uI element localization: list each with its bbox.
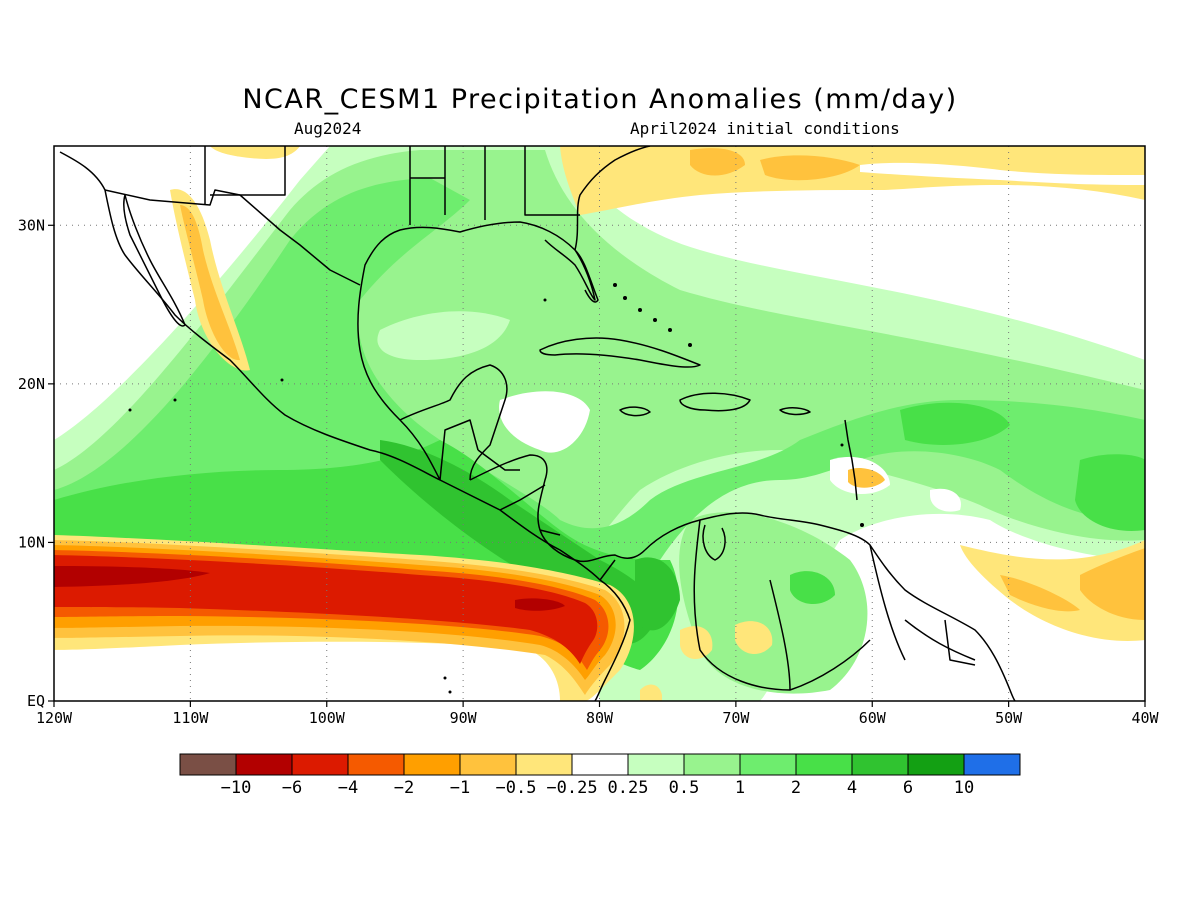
y-tick-label: 10N <box>18 533 45 551</box>
colorbar-swatch <box>235 753 293 776</box>
y-tick-label: 20N <box>18 375 45 393</box>
colorbar-label: −10 <box>221 778 252 798</box>
colorbar-label: −2 <box>394 778 414 798</box>
colorbar-swatch <box>963 753 1021 776</box>
islands <box>128 283 864 694</box>
x-tick-label: 70W <box>722 709 750 727</box>
y-tick-label: 30N <box>18 216 45 234</box>
colorbar-label: −1 <box>450 778 470 798</box>
colorbar-swatch <box>291 753 349 776</box>
x-tick-label: 40W <box>1131 709 1159 727</box>
colorbar-label: 4 <box>847 778 857 798</box>
initial-conditions: April2024 initial conditions <box>630 119 900 138</box>
forecast-month: Aug2024 <box>294 119 362 138</box>
colorbar-swatch <box>403 753 461 776</box>
colorbar-label: −0.25 <box>546 778 597 798</box>
x-tick-label: 60W <box>859 709 887 727</box>
x-tick-label: 80W <box>586 709 614 727</box>
colorbar-swatch <box>795 753 853 776</box>
x-tick-label: 120W <box>36 709 73 727</box>
x-tick-label: 110W <box>172 709 209 727</box>
x-tick-label: 50W <box>995 709 1023 727</box>
colorbar-swatch <box>347 753 405 776</box>
colorbar-swatch <box>683 753 741 776</box>
graticule <box>54 146 1145 701</box>
colorbar-label: −4 <box>338 778 358 798</box>
colorbar-swatch <box>907 753 965 776</box>
coastlines <box>59 146 1016 701</box>
anomaly-fields <box>54 146 1145 701</box>
colorbar-swatch <box>571 753 629 776</box>
colorbar-label: 2 <box>791 778 801 798</box>
colorbar-label: 6 <box>903 778 913 798</box>
colorbar-swatch <box>515 753 573 776</box>
map-title: NCAR_CESM1 Precipitation Anomalies (mm/d… <box>242 84 958 115</box>
colorbar: −10 −6 −4 −2 −1 −0.5 −0.25 0.25 0.5 1 2 4 6 10 <box>179 753 1021 798</box>
y-tick-label: EQ <box>27 692 45 710</box>
colorbar-swatch <box>739 753 797 776</box>
colorbar-label: 1 <box>735 778 745 798</box>
anomaly-red-core <box>54 555 598 664</box>
colorbar-swatch <box>851 753 909 776</box>
colorbar-swatch <box>627 753 685 776</box>
colorbar-label: 0.25 <box>608 778 649 798</box>
colorbar-swatch <box>179 753 237 776</box>
colorbar-label: −6 <box>282 778 302 798</box>
colorbar-label: 0.5 <box>669 778 700 798</box>
x-tick-label: 90W <box>450 709 478 727</box>
colorbar-label: −0.5 <box>496 778 537 798</box>
map-axes: 120W 110W 100W 90W 80W 70W 60W 50W 40W EQ 10N 20N 30… <box>18 216 1160 727</box>
colorbar-label: 10 <box>954 778 974 798</box>
colorbar-swatch <box>459 753 517 776</box>
x-tick-label: 100W <box>309 709 346 727</box>
